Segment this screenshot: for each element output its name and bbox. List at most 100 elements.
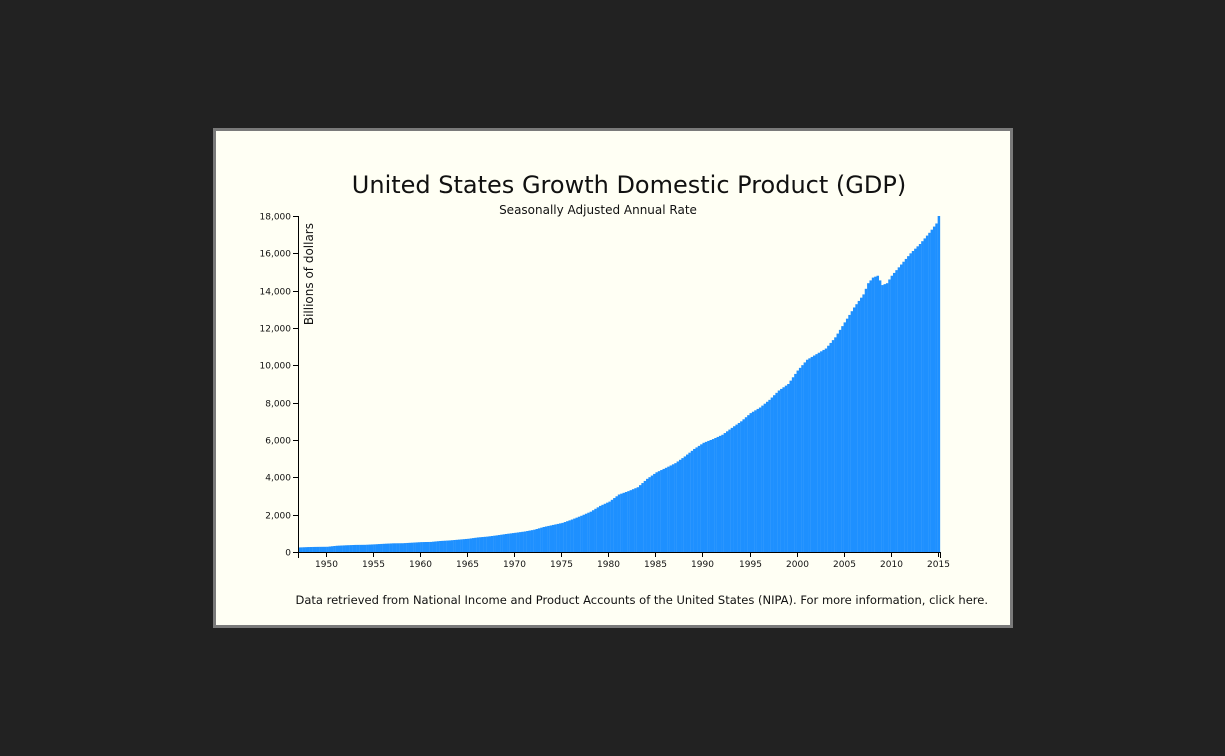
bar <box>773 395 776 552</box>
bar <box>370 544 374 552</box>
bar <box>911 251 915 552</box>
bar <box>653 473 656 552</box>
bar <box>758 407 762 552</box>
bar <box>836 333 840 552</box>
bar <box>551 524 555 552</box>
bar <box>768 399 771 552</box>
bar <box>932 226 936 552</box>
bar <box>671 464 675 552</box>
bar <box>878 280 882 552</box>
bar <box>540 527 543 552</box>
x-tick-label: 1970 <box>503 560 526 570</box>
bar <box>434 541 437 552</box>
bar <box>798 367 802 552</box>
bar <box>307 547 310 552</box>
bar <box>657 471 661 552</box>
bar <box>643 480 647 552</box>
bar <box>615 496 618 552</box>
bar <box>787 384 790 552</box>
bar <box>716 436 720 552</box>
bar <box>335 545 339 552</box>
x-tick-label: 1950 <box>315 560 338 570</box>
bar <box>457 539 461 552</box>
bar <box>629 490 633 552</box>
bar <box>622 492 626 552</box>
bar <box>897 267 901 552</box>
bar <box>594 508 597 552</box>
y-tick-label: 10,000 <box>260 362 292 372</box>
bar <box>462 539 466 552</box>
bar <box>347 545 350 552</box>
y-tick-label: 0 <box>285 549 291 559</box>
bar <box>730 427 734 552</box>
gdp-chart: United States Growth Domestic Product (G… <box>260 171 989 607</box>
bar <box>448 540 452 552</box>
bar <box>439 540 442 552</box>
bar <box>570 519 574 552</box>
bar <box>674 463 677 552</box>
bar <box>775 392 778 552</box>
bar <box>514 532 517 552</box>
bar <box>885 283 889 552</box>
bar <box>577 516 581 552</box>
bar <box>655 472 658 552</box>
bar <box>507 533 510 552</box>
bar <box>831 340 835 552</box>
bar <box>359 544 362 552</box>
data-source-footnote-link[interactable]: Data retrieved from National Income and … <box>296 593 988 607</box>
bar <box>843 322 847 552</box>
bar <box>321 546 325 552</box>
bar <box>566 521 569 552</box>
bar <box>707 440 710 552</box>
bar <box>660 470 663 552</box>
y-tick-label: 12,000 <box>260 325 292 335</box>
bar <box>681 458 684 552</box>
bar <box>601 504 604 552</box>
bar <box>591 510 595 552</box>
bar <box>519 532 522 552</box>
bar <box>561 522 564 552</box>
bar <box>309 547 313 552</box>
y-tick-label: 2,000 <box>265 512 291 522</box>
bar <box>490 535 494 552</box>
bar <box>794 373 797 552</box>
bar <box>890 275 894 552</box>
bar <box>406 542 409 552</box>
bar <box>530 530 534 552</box>
bar <box>834 337 837 552</box>
bar <box>352 545 355 552</box>
bar <box>509 533 513 552</box>
bar <box>413 542 416 552</box>
bar <box>693 448 696 552</box>
bar <box>735 424 738 552</box>
bar <box>690 450 694 552</box>
bar <box>916 246 919 552</box>
bar <box>631 489 635 552</box>
bar <box>850 311 854 552</box>
bar <box>636 487 640 552</box>
bar <box>838 329 842 552</box>
x-tick-label: 1985 <box>644 560 667 570</box>
bar <box>422 542 426 552</box>
bar <box>714 437 717 552</box>
bar <box>582 514 586 552</box>
bar <box>497 535 501 552</box>
bar <box>646 478 649 552</box>
bar <box>488 536 491 552</box>
bar <box>900 264 903 552</box>
bar <box>744 417 748 552</box>
x-tick-label: 1990 <box>691 560 714 570</box>
bar <box>420 542 423 552</box>
bar <box>857 300 861 552</box>
bar <box>464 538 468 552</box>
bar <box>784 385 788 552</box>
bar <box>676 461 680 552</box>
bar <box>634 488 637 552</box>
bar <box>718 435 722 552</box>
x-axis: 1950 1955 1960 1965 1970 1975 1980 1985 1990 1995… <box>298 552 950 570</box>
bar <box>483 536 487 552</box>
bar <box>848 314 851 552</box>
bar <box>300 547 303 552</box>
bar <box>796 370 800 552</box>
bar <box>361 544 364 552</box>
